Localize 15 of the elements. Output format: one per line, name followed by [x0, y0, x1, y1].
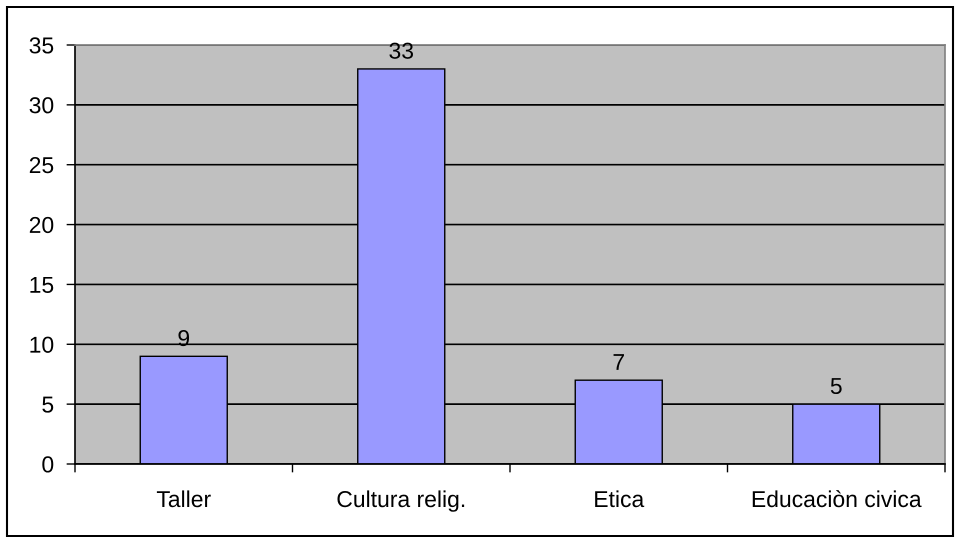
data-label: 7	[614, 354, 624, 370]
x-tick-label: Educaciòn civica	[752, 490, 922, 508]
y-tick-label: 25	[30, 157, 54, 174]
data-label: 33	[389, 42, 413, 59]
x-tick-label: Taller	[156, 490, 211, 508]
data-label: 5	[830, 378, 842, 394]
y-tick-label: 15	[30, 276, 54, 293]
y-tick-label: 0	[42, 456, 54, 473]
y-tick-label: 5	[42, 396, 54, 413]
x-tick-label: Cultura relig.	[337, 490, 464, 512]
y-tick-label: 35	[30, 37, 54, 54]
x-tick-label: Etica	[595, 490, 644, 508]
y-tick-label: 10	[30, 336, 54, 353]
y-tick-label: 20	[30, 216, 54, 234]
y-tick-label: 30	[30, 97, 54, 114]
